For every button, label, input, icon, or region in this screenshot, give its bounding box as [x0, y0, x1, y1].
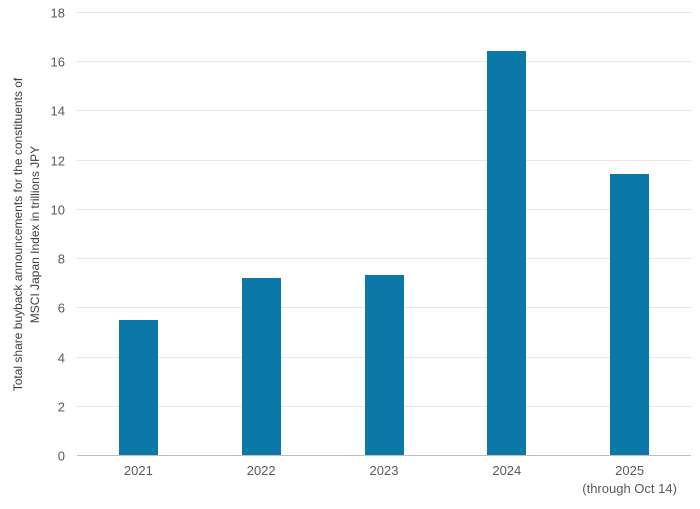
x-tick-label-year: 2022 [246, 463, 276, 478]
gridline [77, 258, 691, 260]
y-axis-ticks: 0 2 4 6 8 10 12 14 16 18 [0, 6, 65, 464]
y-tick-label: 18 [50, 5, 65, 21]
x-tick-label-year: 2023 [369, 463, 399, 478]
x-tick-label-2025: 2025 (through Oct 14) [582, 462, 677, 498]
bar-2023 [364, 275, 404, 455]
y-tick-label: 10 [50, 202, 65, 218]
gridline [77, 110, 691, 112]
bar-2024 [487, 51, 527, 455]
y-tick-label: 8 [57, 251, 65, 267]
plot-area [77, 12, 691, 456]
gridline [77, 159, 691, 161]
x-tick-label-2023: 2023 [370, 462, 399, 480]
x-tick-label-2021: 2021 [124, 462, 153, 480]
x-tick-label-2024: 2024 [492, 462, 521, 480]
y-tick-label: 0 [57, 448, 65, 464]
y-tick-label: 4 [57, 350, 65, 366]
bar-2025 [610, 174, 650, 455]
y-tick-label: 14 [50, 103, 65, 119]
x-tick-label-2022: 2022 [247, 462, 276, 480]
x-tick-label-year: 2024 [492, 463, 522, 478]
x-tick-label-year: 2021 [123, 463, 153, 478]
y-tick-label: 12 [50, 153, 65, 169]
x-axis-labels: 2021 2022 2023 2024 2025 (through Oct 14) [77, 462, 691, 506]
x-axis-baseline [77, 455, 691, 456]
gridline [77, 12, 691, 13]
y-tick-label: 6 [57, 300, 65, 316]
gridline [77, 61, 691, 63]
bar-2022 [241, 277, 281, 455]
x-tick-label-year: 2025 [615, 463, 645, 478]
bar-2021 [118, 319, 158, 455]
x-tick-label-note: (through Oct 14) [582, 481, 677, 496]
y-tick-label: 2 [57, 399, 65, 415]
y-tick-label: 16 [50, 54, 65, 70]
gridline [77, 208, 691, 210]
